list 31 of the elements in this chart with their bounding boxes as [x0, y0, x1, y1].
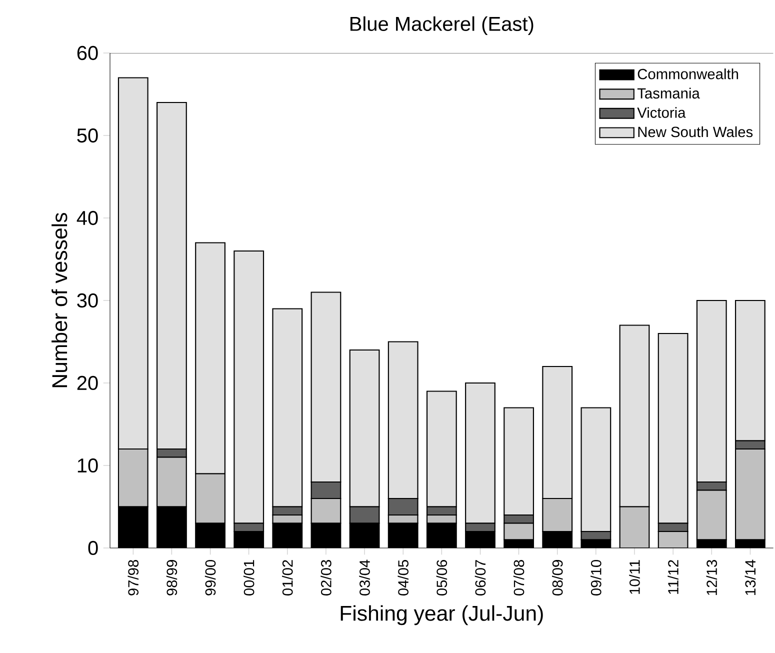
- y-tick-label: 10: [78, 458, 98, 473]
- x-axis-title: Fishing year (Jul-Jun): [340, 605, 543, 626]
- x-tick-label: 11/12: [668, 560, 678, 594]
- x-tick-label: 05/06: [436, 560, 448, 596]
- x-tick-label: 01/02: [282, 560, 293, 596]
- x-tick-label: 10/11: [629, 560, 640, 594]
- x-tick-label: 03/04: [359, 560, 370, 596]
- x-tick-label: 00/01: [243, 560, 254, 596]
- legend-label: Tasmania: [637, 88, 700, 99]
- y-tick-label: 20: [77, 376, 98, 390]
- y-tick-label: 0: [88, 540, 98, 556]
- y-tick-label: 60: [77, 46, 98, 60]
- x-tick-label: 09/10: [590, 560, 602, 596]
- legend-label: Victoria: [637, 107, 686, 118]
- y-axis-title: Number of vessels: [52, 212, 68, 388]
- x-tick-label: 12/13: [706, 560, 718, 595]
- y-tick-label: 30: [77, 293, 98, 308]
- legend-label: Commonwealth: [638, 68, 738, 80]
- chart-title: Blue Mackerel (East): [350, 16, 534, 35]
- x-tick-label: 06/07: [474, 560, 486, 596]
- x-tick-label: 99/00: [204, 560, 216, 596]
- x-tick-label: 04/05: [398, 560, 408, 596]
- y-tick-label: 40: [76, 210, 98, 226]
- x-tick-label: 07/08: [513, 560, 524, 596]
- x-tick-label: 08/09: [552, 560, 563, 596]
- x-tick-label: 98/99: [166, 560, 178, 596]
- x-tick-label: 97/98: [128, 560, 139, 596]
- legend-label: New South Wales: [638, 126, 753, 138]
- y-tick-label: 50: [77, 128, 98, 143]
- x-tick-label: 02/03: [320, 560, 332, 596]
- x-tick-label: 13/14: [744, 560, 756, 595]
